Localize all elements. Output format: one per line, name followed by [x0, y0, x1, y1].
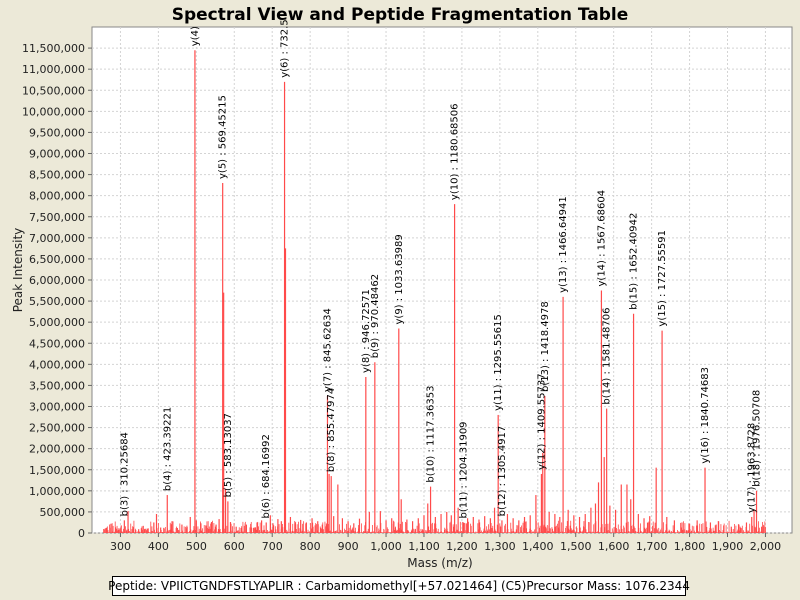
- y-tick-label: 3,000,000: [29, 401, 85, 414]
- x-tick-label: 300: [110, 540, 131, 553]
- peak-annotation: b(11) : 1204.31909: [459, 421, 470, 518]
- y-tick-label: 11,000,000: [22, 63, 85, 76]
- y-tick-label: 11,500,000: [22, 42, 85, 55]
- y-tick-label: 500,000: [40, 506, 86, 519]
- x-tick-label: 700: [262, 540, 283, 553]
- peak-annotation: y(8) : 946.72571: [361, 289, 372, 373]
- y-tick-label: 10,500,000: [22, 84, 85, 97]
- peak-annotation: y(15) : 1727.55591: [657, 230, 668, 327]
- y-tick-label: 10,000,000: [22, 105, 85, 118]
- peak-annotation: y(14) : 1567.68604: [596, 190, 607, 287]
- y-tick-label: 2,000,000: [29, 443, 85, 456]
- peak-annotation: y(12) : 1409.55737: [536, 373, 547, 470]
- y-axis-label: Peak Intensity: [11, 228, 25, 313]
- y-tick-label: 2,500,000: [29, 422, 85, 435]
- peak-annotation: y(5) : 569.45215: [218, 95, 229, 179]
- x-tick-label: 800: [300, 540, 321, 553]
- x-tick-label: 1,300: [484, 540, 516, 553]
- grid-lines: [92, 27, 792, 534]
- x-tick-label: 2,000: [750, 540, 782, 553]
- y-tick-label: 8,000,000: [29, 190, 85, 203]
- x-tick-label: 1,500: [560, 540, 592, 553]
- x-tick-label: 500: [186, 540, 207, 553]
- x-tick-label: 400: [148, 540, 169, 553]
- y-tick-label: 9,000,000: [29, 148, 85, 161]
- y-tick-label: 1,500,000: [29, 464, 85, 477]
- y-tick-label: 1,000,000: [29, 485, 85, 498]
- x-axis: 300 400 500 600 700 800 900 1,000 1,100 1,200 1,30…: [110, 533, 781, 553]
- peak-series: [105, 50, 763, 533]
- peak-annotation: b(10) : 1117.36353: [426, 386, 437, 483]
- peak-annotation: y(11) : 1295.55615: [493, 314, 504, 411]
- peak-annotation: b(8) : 855.47974: [326, 388, 337, 472]
- x-tick-label: 1,200: [446, 540, 478, 553]
- y-tick-label: 4,500,000: [29, 337, 85, 350]
- x-tick-label: 1,800: [674, 540, 706, 553]
- peptide-info-box: Peptide: VPIICTGNDFSTLYAPLIR : Carbamido…: [108, 576, 690, 596]
- y-tick-label: 7,500,000: [29, 211, 85, 224]
- x-tick-label: 1,000: [370, 540, 402, 553]
- y-tick-label: 3,500,000: [29, 379, 85, 392]
- peak-annotation: y(4): [190, 26, 201, 46]
- y-tick-label: 0: [78, 527, 85, 540]
- x-tick-label: 1,700: [636, 540, 668, 553]
- peak-annotation: y(17) : 1963.8728: [747, 423, 758, 513]
- x-tick-label: 1,100: [408, 540, 440, 553]
- x-tick-label: 1,400: [522, 540, 554, 553]
- chart-title: Spectral View and Peptide Fragmentation …: [172, 5, 629, 25]
- y-tick-label: 6,000,000: [29, 274, 85, 287]
- y-tick-label: 4,000,000: [29, 358, 85, 371]
- peak-annotation: b(5) : 583.13037: [223, 413, 234, 497]
- peak-annotation: y(9) : 1033.63989: [394, 234, 405, 324]
- y-tick-label: 7,000,000: [29, 232, 85, 245]
- x-tick-label: 1,600: [598, 540, 630, 553]
- x-axis-label: Mass (m/z): [407, 556, 472, 570]
- peak-annotation: b(14) : 1581.48706: [602, 308, 613, 405]
- peak-annotation: b(4) : 423.39221: [162, 407, 173, 491]
- peak-annotation: b(9) : 970.48462: [370, 274, 381, 358]
- peak-annotation: b(6) : 684.16992: [261, 434, 272, 518]
- x-tick-label: 900: [338, 540, 359, 553]
- y-axis: 0 500,000 1,000,000 1,500,000 2,000,000 2,500…: [22, 42, 92, 540]
- precursor-mass-label: Precursor Mass: 1076.2344: [526, 579, 690, 593]
- y-tick-label: 8,500,000: [29, 169, 85, 182]
- peak-annotation: y(16) : 1840.74683: [700, 367, 711, 464]
- x-tick-label: 600: [224, 540, 245, 553]
- peak-annotation: y(6) : 732.5: [280, 19, 291, 77]
- x-tick-label: 1,900: [712, 540, 744, 553]
- peak-annotation: b(12) : 1305.4917: [497, 426, 508, 517]
- y-tick-label: 5,500,000: [29, 295, 85, 308]
- peak-annotation: b(18) : 1976.50708: [752, 390, 763, 487]
- peak-annotation: b(3) : 310.25684: [119, 432, 130, 516]
- peak-annotation: y(7) : 845.62634: [323, 308, 334, 392]
- peak-annotation: y(10) : 1180.68506: [450, 103, 461, 200]
- peptide-label: Peptide: VPIICTGNDFSTLYAPLIR : Carbamido…: [108, 579, 527, 593]
- y-tick-label: 9,500,000: [29, 126, 85, 139]
- peak-annotations: b(3) : 310.25684 b(4) : 423.39221 y(4) y(5)…: [119, 19, 762, 518]
- peak-annotation: b(15) : 1652.40942: [629, 213, 640, 310]
- y-tick-label: 6,500,000: [29, 253, 85, 266]
- peak-annotation: y(13) : 1466.64941: [558, 196, 569, 293]
- peak-annotation: b(13) : 1418.4978: [540, 301, 551, 392]
- y-tick-label: 5,000,000: [29, 316, 85, 329]
